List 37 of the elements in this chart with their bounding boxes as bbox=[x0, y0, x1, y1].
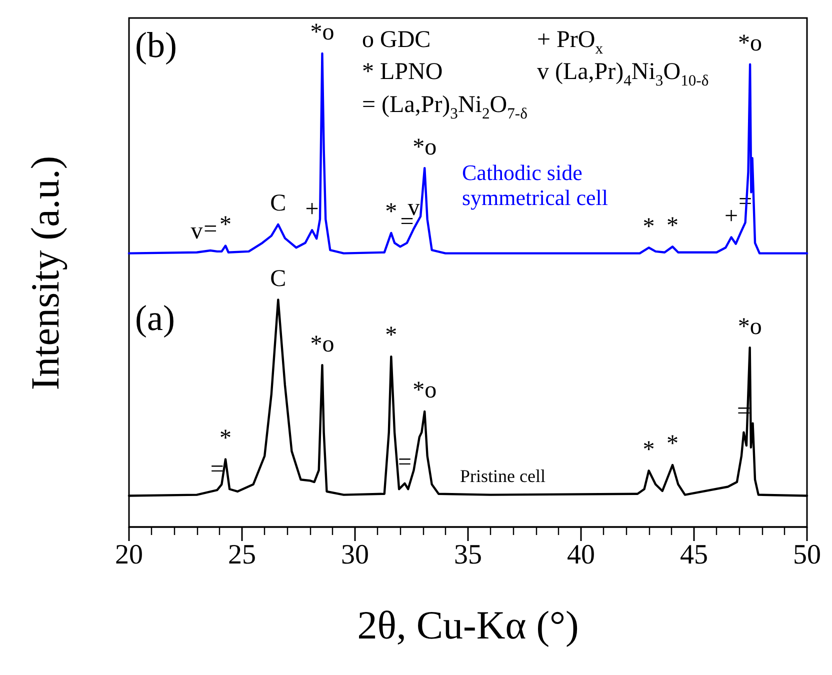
series-label: Cathodic side symmetrical cell bbox=[462, 160, 608, 210]
annotation: *o bbox=[738, 30, 762, 57]
annotation: * LPNO bbox=[362, 59, 443, 85]
annotation: * bbox=[220, 212, 232, 238]
annotation: * bbox=[642, 214, 655, 240]
annotation: *o bbox=[310, 331, 334, 358]
x-tick-label: 45 bbox=[680, 540, 708, 570]
annotation: v bbox=[190, 218, 203, 245]
x-axis-title: 2θ, Cu-Kα (°) bbox=[357, 602, 579, 648]
x-tick-label: 40 bbox=[567, 540, 595, 570]
annotation: *o bbox=[412, 378, 437, 404]
annotation: = bbox=[210, 456, 224, 482]
annotation: + bbox=[305, 196, 319, 222]
annotation: = bbox=[398, 450, 412, 476]
annotation: * bbox=[666, 212, 679, 239]
annotation: (a) bbox=[135, 298, 175, 338]
annotation: * bbox=[220, 425, 232, 452]
annotation: * bbox=[385, 322, 398, 349]
text: o GDC bbox=[362, 27, 431, 53]
annotation: * bbox=[666, 431, 679, 458]
series-label: Pristine cell bbox=[460, 466, 546, 486]
annotation: (b) bbox=[135, 25, 177, 65]
annotation: * bbox=[642, 436, 655, 463]
annotation: *o bbox=[738, 314, 762, 340]
annotation: + bbox=[724, 203, 738, 230]
x-tick-label: 50 bbox=[793, 540, 821, 570]
annotation: = bbox=[204, 216, 218, 243]
x-tick-label: 25 bbox=[228, 540, 256, 570]
x-tick-label: 35 bbox=[454, 540, 482, 570]
annotation: C bbox=[270, 190, 286, 217]
annotation: C bbox=[270, 266, 286, 292]
annotation: *o bbox=[310, 20, 334, 46]
annotation: *o bbox=[412, 134, 437, 160]
x-tick-label: 20 bbox=[115, 540, 143, 570]
annotation: * bbox=[385, 199, 398, 226]
y-axis-title: Intensity (a.u.) bbox=[22, 156, 68, 390]
x-tick-label: 30 bbox=[341, 540, 369, 570]
